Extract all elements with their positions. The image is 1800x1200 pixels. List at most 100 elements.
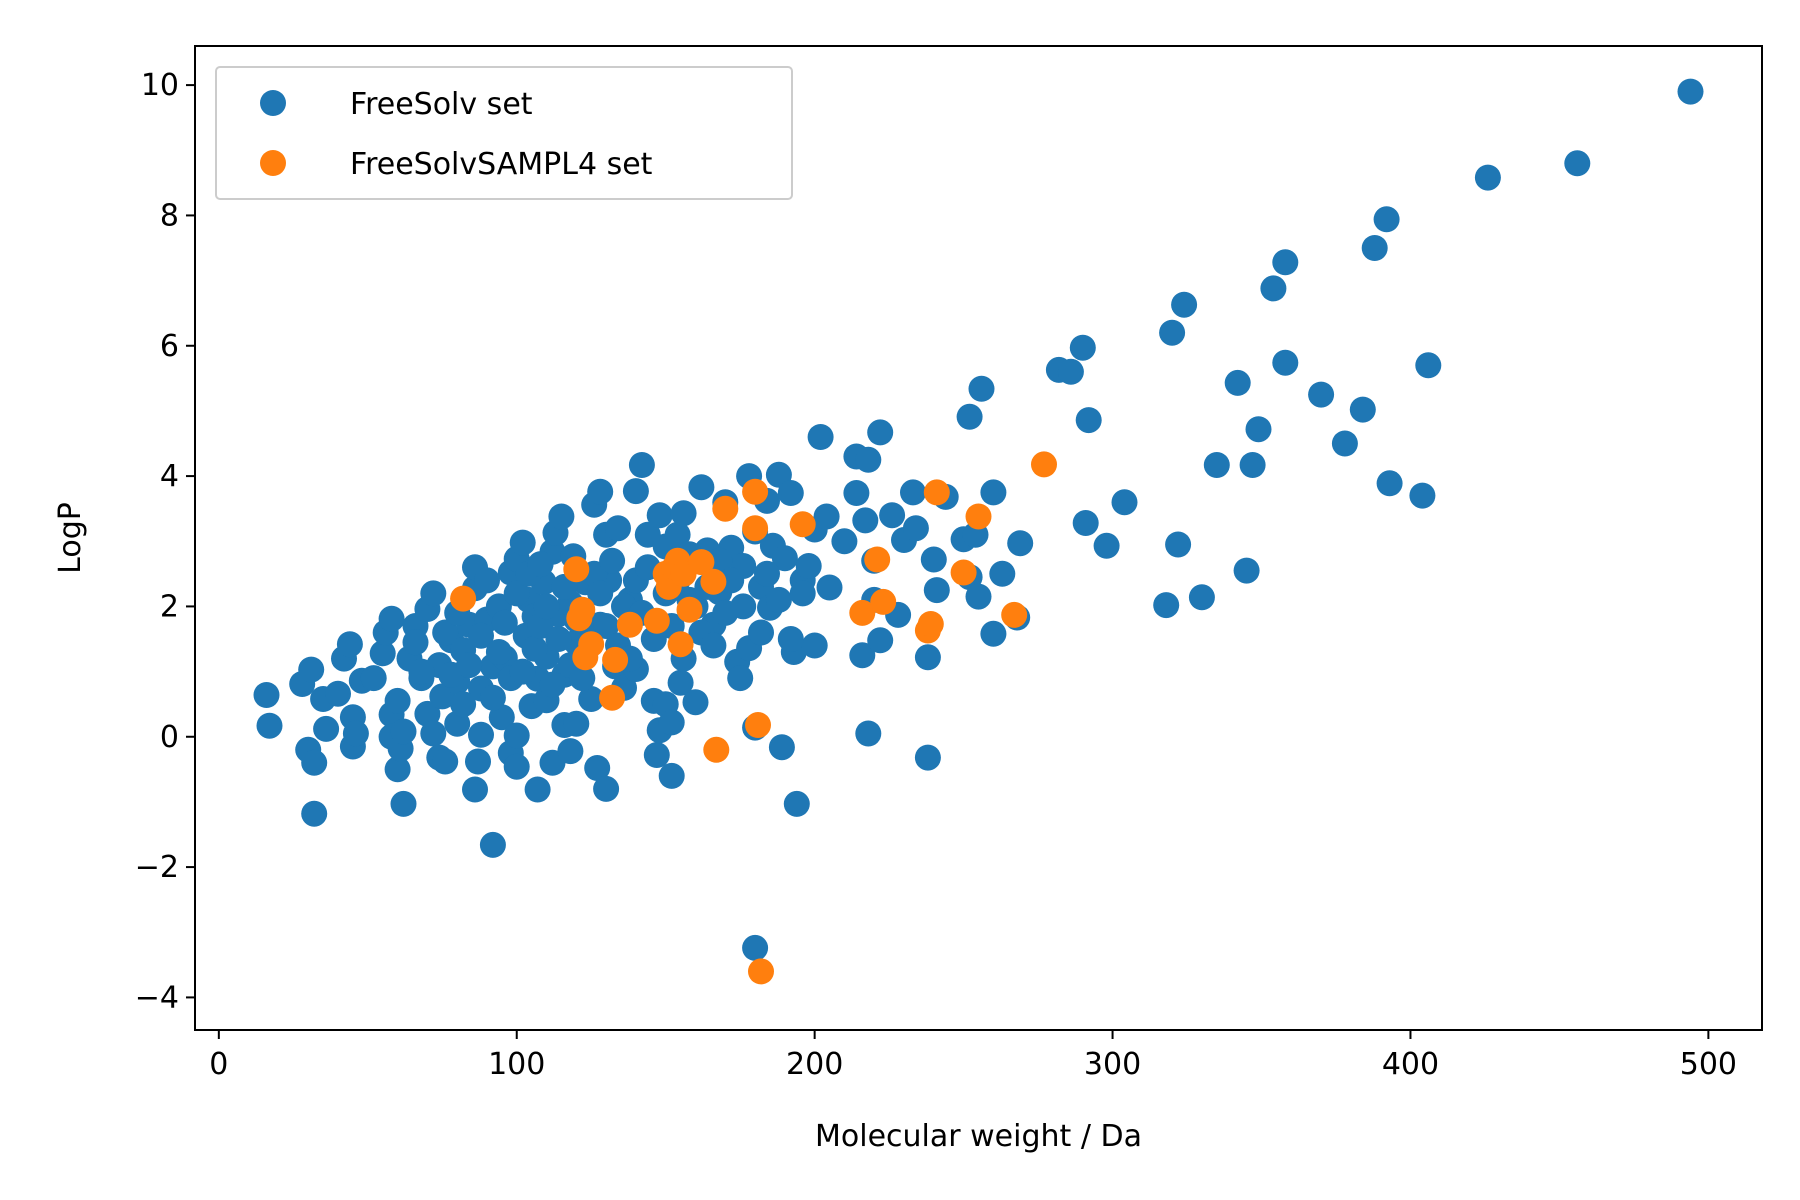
data-point-freesolv — [1069, 334, 1096, 361]
data-point-freesolv — [700, 632, 727, 659]
data-point-freesolvsampl4 — [923, 479, 950, 506]
data-point-freesolv — [727, 665, 754, 692]
data-point-freesolvsampl4 — [849, 599, 876, 626]
data-point-freesolvsampl4 — [745, 712, 771, 738]
data-point-freesolvsampl4 — [870, 588, 897, 615]
data-point-freesolv — [1361, 235, 1388, 261]
data-point-freesolv — [813, 503, 840, 530]
data-point-freesolv — [1308, 381, 1335, 408]
data-point-freesolv — [1272, 249, 1299, 276]
data-point-freesolv — [509, 658, 536, 685]
data-point-freesolv — [667, 669, 694, 696]
legend-label-freesolvsampl4: FreeSolvSAMPL4 set — [350, 147, 653, 182]
data-point-freesolv — [956, 403, 983, 430]
data-point-freesolv — [682, 689, 709, 716]
data-point-freesolv — [533, 593, 560, 620]
data-point-freesolv — [628, 452, 655, 478]
data-point-freesolv — [831, 528, 858, 555]
data-point-freesolvsampl4 — [563, 556, 590, 583]
legend-label-freesolv: FreeSolv set — [350, 87, 533, 122]
data-point-freesolvsampl4 — [789, 511, 816, 538]
data-point-freesolv — [965, 583, 992, 610]
data-point-freesolv — [1093, 532, 1120, 559]
x-axis-label: Molecular weight / Da — [815, 1119, 1142, 1154]
data-point-freesolv — [488, 704, 515, 731]
data-point-freesolvsampl4 — [703, 736, 730, 763]
data-point-freesolv — [491, 609, 518, 636]
data-point-freesolv — [548, 503, 575, 530]
data-point-freesolv — [900, 479, 926, 506]
data-point-freesolv — [1224, 369, 1251, 396]
data-point-freesolv — [450, 691, 477, 718]
data-point-freesolv — [980, 620, 1007, 647]
data-point-freesolv — [384, 687, 411, 714]
data-point-freesolvsampl4 — [569, 596, 596, 623]
data-point-freesolv — [384, 756, 411, 783]
data-point-freesolvsampl4 — [1001, 601, 1028, 628]
data-point-freesolv — [1272, 349, 1299, 376]
data-point-freesolvsampl4 — [1031, 451, 1057, 478]
data-point-freesolvsampl4 — [965, 503, 992, 530]
data-point-freesolv — [801, 632, 828, 659]
data-point-freesolv — [1171, 291, 1198, 318]
y-tick-label: 6 — [160, 329, 179, 364]
data-point-freesolv — [503, 753, 530, 780]
data-point-freesolv — [748, 619, 774, 646]
data-point-freesolv — [1331, 430, 1358, 457]
data-point-freesolvsampl4 — [742, 515, 769, 542]
data-point-freesolv — [1111, 489, 1138, 516]
data-point-freesolv — [402, 629, 429, 656]
data-point-freesolv — [408, 658, 435, 685]
data-point-freesolv — [902, 515, 929, 542]
data-point-freesolv — [765, 586, 792, 613]
data-point-freesolv — [789, 580, 816, 607]
data-point-freesolvsampl4 — [950, 559, 977, 586]
data-point-freesolv — [852, 507, 879, 534]
y-tick-label: −4 — [135, 980, 179, 1015]
data-point-freesolv — [253, 682, 280, 708]
data-point-freesolv — [777, 626, 804, 652]
data-point-freesolv — [777, 480, 804, 506]
data-point-freesolv — [1349, 396, 1376, 423]
data-point-freesolv — [879, 502, 906, 529]
data-point-freesolv — [1409, 482, 1436, 509]
data-point-freesolv — [524, 776, 551, 803]
data-point-freesolv — [256, 712, 283, 739]
data-point-freesolv — [1165, 531, 1192, 558]
data-point-freesolv — [914, 644, 941, 671]
data-point-freesolvsampl4 — [917, 611, 944, 637]
data-point-freesolvsampl4 — [700, 568, 727, 595]
data-point-freesolv — [989, 560, 1016, 587]
x-tick-label: 400 — [1382, 1047, 1439, 1082]
data-point-freesolv — [503, 580, 530, 607]
data-point-freesolv — [414, 700, 441, 727]
data-point-freesolv — [593, 613, 620, 639]
data-point-freesolv — [646, 502, 673, 529]
data-point-freesolv — [1203, 452, 1230, 478]
y-tick-label: 8 — [160, 198, 179, 233]
data-point-freesolv — [503, 722, 530, 749]
data-point-freesolv — [509, 529, 536, 556]
data-point-freesolv — [563, 710, 590, 737]
data-point-freesolv — [795, 553, 822, 579]
data-point-freesolv — [1007, 530, 1034, 557]
data-point-freesolvsampl4 — [450, 585, 477, 612]
legend-marker-freesolvsampl4 — [260, 150, 286, 176]
y-tick-label: 0 — [160, 720, 179, 755]
data-point-freesolv — [664, 521, 691, 548]
data-point-freesolv — [474, 567, 500, 594]
data-point-freesolv — [569, 665, 596, 692]
data-point-freesolv — [730, 593, 757, 620]
x-tick-label: 500 — [1680, 1047, 1737, 1082]
data-point-freesolv — [557, 738, 584, 765]
data-point-freesolvsampl4 — [643, 607, 670, 634]
data-point-freesolv — [485, 639, 512, 665]
x-tick-label: 0 — [209, 1047, 228, 1082]
data-point-freesolv — [301, 749, 328, 776]
x-tick-label: 100 — [488, 1047, 545, 1082]
data-point-freesolvsampl4 — [676, 596, 703, 623]
data-point-freesolv — [1474, 164, 1501, 191]
data-point-freesolvsampl4 — [602, 646, 629, 673]
data-point-freesolv — [771, 545, 798, 572]
data-point-freesolv — [599, 547, 626, 574]
